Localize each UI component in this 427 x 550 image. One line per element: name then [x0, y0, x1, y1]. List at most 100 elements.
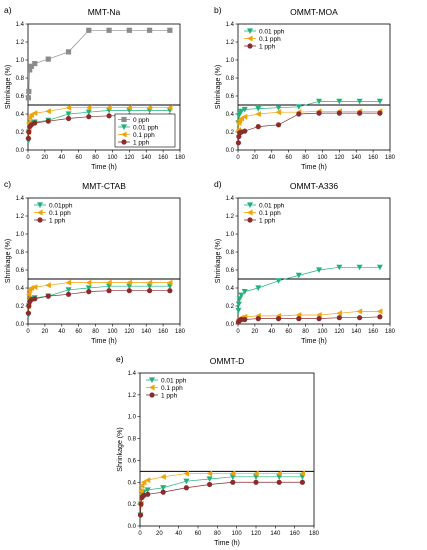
x-tick-label: 180	[385, 329, 396, 335]
data-point	[146, 279, 153, 286]
legend-label: 0.1 pph	[161, 385, 183, 392]
data-point	[65, 287, 72, 293]
x-tick-label: 80	[92, 155, 99, 161]
data-point	[166, 104, 173, 111]
data-point	[25, 310, 32, 316]
data-point	[238, 292, 245, 299]
y-tick-label: 0.0	[16, 148, 25, 154]
legend-label: 0.01 pph	[259, 28, 285, 35]
data-point	[45, 293, 51, 299]
x-tick-label: 160	[290, 531, 301, 537]
data-point	[275, 105, 282, 111]
y-tick-label: 0.4	[226, 286, 235, 292]
legend-marker	[247, 217, 253, 223]
x-tick-label: 140	[351, 155, 362, 161]
data-point	[86, 114, 92, 120]
x-tick-label: 120	[251, 531, 262, 537]
data-point	[28, 63, 34, 69]
y-tick-label: 1.4	[128, 371, 137, 377]
data-point	[45, 118, 51, 124]
y-tick-label: 0.4	[128, 480, 137, 486]
series-line	[238, 266, 380, 311]
y-tick-label: 0.2	[16, 304, 25, 310]
legend-label: 1 pph	[133, 139, 150, 146]
data-point	[356, 308, 363, 315]
x-tick-label: 180	[175, 155, 186, 161]
data-point	[32, 120, 38, 126]
legend-marker	[121, 116, 127, 123]
x-tick-label: 40	[58, 155, 65, 161]
data-point	[167, 27, 173, 33]
y-tick-label: 0.4	[226, 112, 235, 118]
data-point	[144, 487, 151, 493]
y-axis-label: Shrinkage (%)	[5, 65, 12, 109]
y-tick-label: 0.8	[226, 250, 235, 256]
chart-title: OMMT-A336	[290, 181, 338, 191]
x-tick-label: 20	[156, 531, 163, 537]
data-point	[275, 278, 282, 284]
chart-panel-e: e) OMMT-D 0 20 40 60 80 100 120 140 160 180 0.0 0.2 0.…	[116, 354, 320, 547]
data-point	[126, 288, 132, 294]
legend-label: 0 pph	[133, 117, 150, 124]
data-point	[255, 124, 261, 130]
y-tick-label: 0.2	[128, 502, 137, 508]
data-point	[316, 316, 322, 322]
panel-label: a)	[4, 5, 12, 15]
data-point	[126, 279, 132, 286]
x-tick-label: 100	[107, 329, 118, 335]
data-point	[241, 113, 248, 120]
data-point	[241, 106, 248, 113]
y-tick-label: 1.4	[226, 22, 235, 28]
y-tick-label: 1.0	[226, 58, 235, 64]
x-tick-label: 60	[285, 329, 292, 335]
data-point	[25, 95, 32, 101]
data-point	[235, 307, 242, 314]
x-tick-label: 160	[368, 329, 379, 335]
x-tick-label: 0	[138, 531, 142, 537]
data-point	[146, 104, 153, 111]
data-point	[255, 316, 261, 322]
data-point	[138, 501, 144, 507]
x-tick-label: 180	[309, 531, 320, 537]
y-tick-label: 0.6	[226, 94, 235, 100]
data-point	[357, 315, 363, 321]
data-point	[295, 272, 302, 279]
legend-marker	[247, 28, 253, 34]
data-point	[253, 479, 259, 485]
data-point	[336, 98, 343, 105]
data-point	[207, 481, 213, 488]
legend-label: 0.01 pph	[259, 202, 285, 209]
x-tick-label: 160	[158, 329, 169, 335]
legend-label: 0.1 pph	[259, 210, 281, 217]
legend-label: 1 pph	[49, 217, 66, 224]
data-point	[235, 301, 242, 308]
x-tick-label: 120	[124, 155, 135, 161]
data-point	[31, 284, 38, 291]
data-point	[336, 264, 343, 271]
y-tick-label: 0.8	[128, 437, 137, 443]
data-point	[242, 128, 248, 134]
data-point	[86, 289, 92, 295]
data-point	[206, 470, 213, 477]
legend-label: 0.01 pph	[161, 377, 187, 384]
data-point	[147, 288, 153, 294]
y-tick-label: 0.6	[128, 458, 137, 464]
x-tick-label: 120	[334, 329, 345, 335]
data-point	[183, 485, 189, 491]
y-tick-label: 0.6	[16, 268, 25, 274]
panel-label: e)	[116, 354, 124, 364]
x-tick-label: 120	[124, 329, 135, 335]
data-point	[26, 303, 32, 309]
y-tick-label: 0.0	[226, 322, 235, 328]
y-axis-label: Shrinkage (%)	[215, 65, 222, 109]
data-point	[296, 111, 302, 117]
data-point	[86, 27, 92, 33]
data-point	[336, 110, 342, 116]
chart-panel-b: b) OMMT-MOA 0 20 40 60 80 100 120 140 160 180 0.0 0.2…	[214, 5, 396, 171]
data-point	[296, 316, 302, 322]
x-tick-label: 140	[141, 155, 152, 161]
x-axis-label: Time (h)	[91, 338, 117, 345]
panel-label: c)	[4, 179, 11, 189]
legend-marker	[247, 43, 253, 49]
